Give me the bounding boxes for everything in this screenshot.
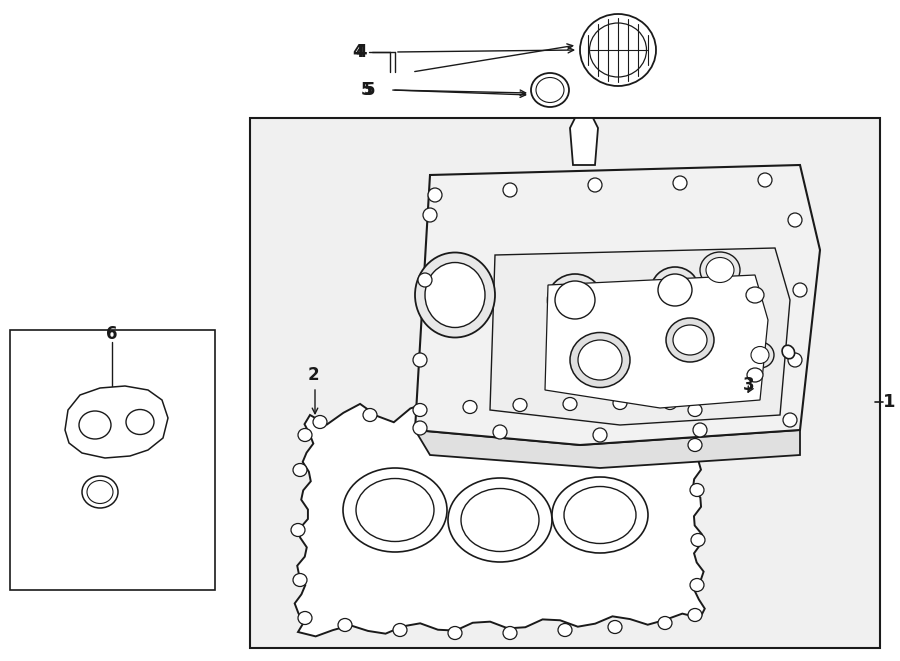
Ellipse shape [673,176,687,190]
Ellipse shape [590,23,646,77]
Polygon shape [415,165,820,445]
Ellipse shape [338,619,352,631]
Ellipse shape [343,468,447,552]
Ellipse shape [690,578,704,592]
Ellipse shape [547,274,602,326]
Ellipse shape [503,627,517,639]
Ellipse shape [293,463,307,477]
Ellipse shape [493,425,507,439]
Ellipse shape [658,617,672,629]
Ellipse shape [79,411,111,439]
Ellipse shape [513,399,527,412]
Ellipse shape [555,281,595,319]
Text: 6: 6 [106,325,118,343]
Bar [250,118,880,648]
Ellipse shape [423,208,437,222]
Ellipse shape [663,397,677,410]
Ellipse shape [690,483,704,496]
Ellipse shape [428,188,442,202]
Ellipse shape [126,410,154,434]
Ellipse shape [673,325,707,355]
Ellipse shape [608,621,622,633]
Ellipse shape [746,287,764,303]
Ellipse shape [448,478,552,562]
Ellipse shape [688,403,702,416]
Ellipse shape [363,408,377,422]
Ellipse shape [688,438,702,451]
Text: 2: 2 [307,366,319,384]
Text: 5: 5 [361,81,372,99]
Ellipse shape [578,340,622,380]
Ellipse shape [747,368,763,382]
Polygon shape [490,248,790,425]
Ellipse shape [700,252,740,288]
Text: 4: 4 [356,43,367,61]
Ellipse shape [693,423,707,437]
Polygon shape [294,395,705,637]
Ellipse shape [82,476,118,508]
Ellipse shape [298,428,312,442]
Ellipse shape [788,353,802,367]
Ellipse shape [706,258,734,282]
Ellipse shape [461,488,539,551]
Polygon shape [65,386,168,458]
Polygon shape [545,275,768,408]
Ellipse shape [463,401,477,414]
Text: 1: 1 [883,393,895,411]
Ellipse shape [570,332,630,387]
Ellipse shape [666,318,714,362]
Ellipse shape [658,274,692,306]
Ellipse shape [793,283,807,297]
Ellipse shape [746,342,774,368]
Ellipse shape [588,178,602,192]
Ellipse shape [751,346,769,364]
Text: 5: 5 [364,81,375,99]
Ellipse shape [413,403,427,416]
Ellipse shape [758,173,772,187]
Ellipse shape [558,623,572,637]
Ellipse shape [293,574,307,586]
Ellipse shape [580,14,656,86]
Ellipse shape [356,479,434,541]
Ellipse shape [613,397,627,410]
Ellipse shape [393,623,407,637]
Ellipse shape [531,73,569,107]
Polygon shape [570,118,598,165]
Ellipse shape [788,213,802,227]
Ellipse shape [536,77,564,102]
Text: 4: 4 [353,43,364,61]
Ellipse shape [503,183,517,197]
Ellipse shape [291,524,305,537]
Ellipse shape [413,353,427,367]
Ellipse shape [552,477,648,553]
Ellipse shape [425,262,485,327]
Text: 3: 3 [743,376,755,394]
Ellipse shape [448,627,462,639]
Ellipse shape [415,253,495,338]
Ellipse shape [593,428,607,442]
Ellipse shape [691,533,705,547]
Ellipse shape [651,267,699,313]
Ellipse shape [413,421,427,435]
Ellipse shape [563,397,577,410]
Ellipse shape [782,345,795,359]
Ellipse shape [313,416,327,428]
Ellipse shape [688,609,702,621]
Polygon shape [415,430,800,468]
Ellipse shape [564,486,636,543]
Bar [10,330,215,590]
Ellipse shape [87,481,113,504]
Ellipse shape [783,413,797,427]
Ellipse shape [418,273,432,287]
Ellipse shape [298,611,312,625]
